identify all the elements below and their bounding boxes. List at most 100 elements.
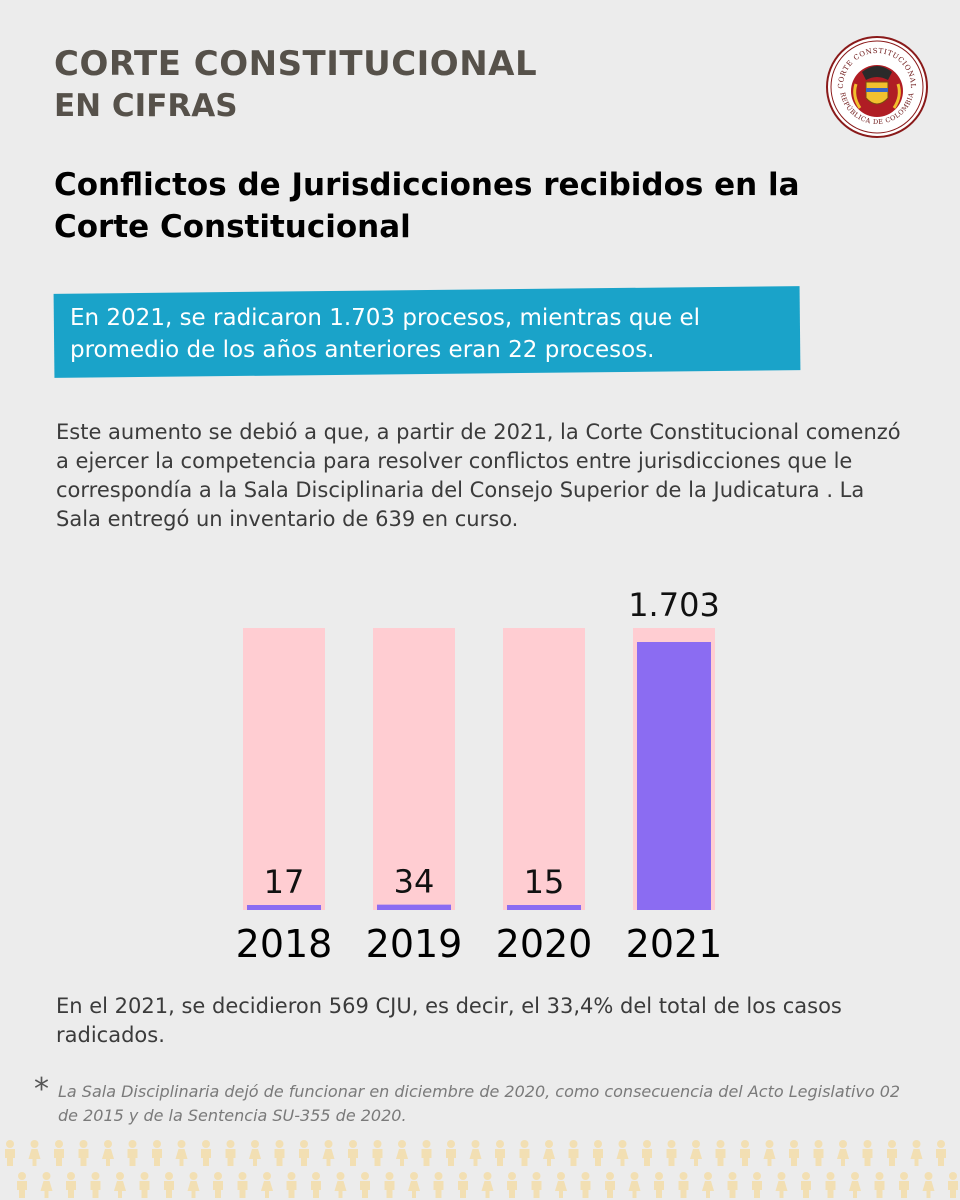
person-icon (286, 1172, 297, 1198)
person-icon (825, 1172, 836, 1198)
person-icon (887, 1140, 897, 1166)
data-label-2018: 17 (264, 863, 305, 901)
person-icon (164, 1172, 174, 1198)
person-icon (481, 1172, 494, 1198)
person-icon (421, 1140, 432, 1166)
person-icon (789, 1140, 799, 1166)
data-label-2019: 34 (394, 863, 435, 901)
person-icon (628, 1172, 641, 1198)
person-icon (384, 1172, 395, 1198)
person-icon (801, 1172, 811, 1198)
person-icon (213, 1172, 223, 1198)
person-icon (752, 1172, 762, 1198)
x-tick-label-2019: 2019 (366, 922, 463, 966)
x-tick-label-2021: 2021 (626, 922, 723, 966)
highlight-callout-text: En 2021, se radicaron 1.703 procesos, mi… (70, 305, 701, 363)
bar-track-2020 (503, 628, 585, 910)
person-icon (40, 1172, 53, 1198)
bar-2021 (637, 642, 711, 910)
person-icon (249, 1140, 261, 1166)
person-icon (507, 1172, 517, 1198)
person-icon (5, 1140, 15, 1166)
person-icon (348, 1140, 358, 1166)
person-icon (458, 1172, 468, 1198)
person-icon (616, 1140, 629, 1166)
x-tick-label-2020: 2020 (496, 922, 593, 966)
person-icon (593, 1140, 603, 1166)
footnote-text: La Sala Disciplinaria dejó de funcionar … (58, 1082, 901, 1125)
person-icon (837, 1140, 849, 1166)
person-icon (899, 1172, 909, 1198)
person-icon (874, 1172, 885, 1198)
brand-title: CORTE CONSTITUCIONAL (54, 44, 538, 84)
person-icon (519, 1140, 530, 1166)
person-icon (948, 1172, 958, 1198)
person-icon (139, 1172, 150, 1198)
person-icon (127, 1140, 138, 1166)
person-icon (849, 1172, 861, 1198)
person-icon (261, 1172, 273, 1198)
bar-2019 (377, 904, 451, 910)
person-icon (531, 1172, 542, 1198)
explanation-paragraph: Este aumento se debió a que, a partir de… (56, 420, 901, 531)
footnote-asterisk: * (34, 1072, 49, 1107)
bar-chart: 17 2018 34 2019 15 2020 1.703 2021 (236, 586, 723, 966)
person-icon (495, 1140, 505, 1166)
person-icon (175, 1140, 188, 1166)
person-icon (28, 1140, 41, 1166)
person-icon (715, 1140, 726, 1166)
person-icon (396, 1140, 408, 1166)
person-icon (187, 1172, 200, 1198)
person-icon (678, 1172, 689, 1198)
x-tick-label-2018: 2018 (236, 922, 333, 966)
person-icon (690, 1140, 702, 1166)
person-icon (763, 1140, 776, 1166)
person-icon (54, 1140, 64, 1166)
person-icon (910, 1140, 923, 1166)
people-pattern-decoration (5, 1140, 958, 1198)
bar-track-2018 (243, 628, 325, 910)
person-icon (555, 1172, 567, 1198)
person-icon (311, 1172, 321, 1198)
person-icon (580, 1172, 591, 1198)
person-icon (862, 1140, 873, 1166)
person-icon (360, 1172, 370, 1198)
person-icon (605, 1172, 615, 1198)
brand-subtitle: EN CIFRAS (54, 88, 238, 124)
person-icon (372, 1140, 383, 1166)
bar-2018 (247, 905, 321, 910)
person-icon (17, 1172, 27, 1198)
person-icon (237, 1172, 248, 1198)
person-icon (666, 1140, 677, 1166)
court-seal-logo: CORTE CONSTITUCIONAL REPÚBLICA DE COLOMB… (826, 36, 928, 138)
person-icon (433, 1172, 444, 1198)
decision-paragraph: En el 2021, se decidieron 569 CJU, es de… (56, 994, 842, 1047)
person-icon (90, 1172, 101, 1198)
person-icon (446, 1140, 456, 1166)
person-icon (114, 1172, 126, 1198)
person-icon (78, 1140, 89, 1166)
person-icon (568, 1140, 579, 1166)
person-icon (225, 1140, 236, 1166)
person-icon (152, 1140, 162, 1166)
person-icon (322, 1140, 335, 1166)
person-icon (740, 1140, 750, 1166)
person-icon (727, 1172, 738, 1198)
person-icon (543, 1140, 555, 1166)
person-icon (654, 1172, 664, 1198)
section-heading: Conflictos de Jurisdicciones recibidos e… (54, 167, 800, 245)
person-icon (936, 1140, 946, 1166)
person-icon (201, 1140, 211, 1166)
person-icon (469, 1140, 482, 1166)
bar-track-2019 (373, 628, 455, 910)
data-label-2021: 1.703 (628, 586, 720, 624)
person-icon (642, 1140, 652, 1166)
person-icon (813, 1140, 824, 1166)
person-icon (334, 1172, 347, 1198)
bar-2020 (507, 905, 581, 910)
person-icon (408, 1172, 420, 1198)
person-icon (102, 1140, 114, 1166)
data-label-2020: 15 (524, 863, 565, 901)
person-icon (66, 1172, 76, 1198)
person-icon (274, 1140, 285, 1166)
